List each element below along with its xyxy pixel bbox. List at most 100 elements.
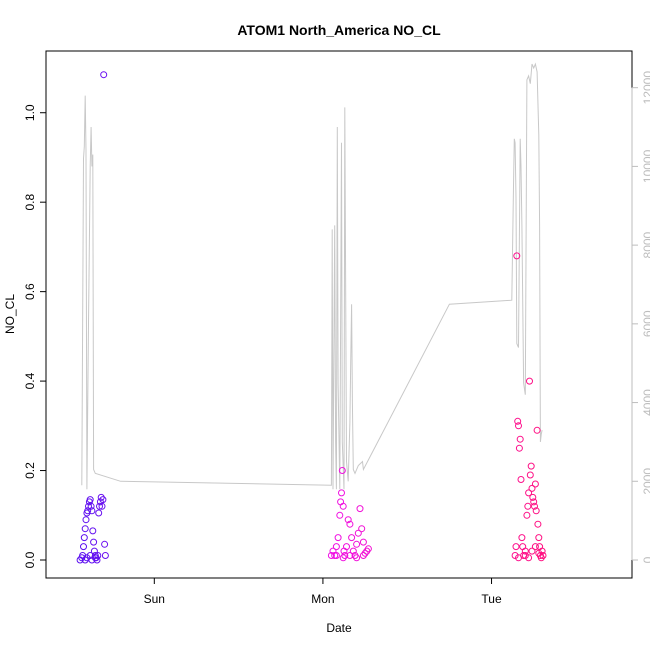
data-point (513, 252, 521, 260)
data-point (533, 426, 541, 434)
data-point (85, 502, 92, 510)
data-point (334, 534, 342, 542)
data-point (525, 554, 533, 562)
data-point (91, 554, 99, 562)
y2-tick-label: 12000 (641, 71, 650, 105)
data-point (530, 498, 538, 506)
data-point (526, 471, 534, 479)
y-tick-label: 1.0 (23, 104, 37, 121)
y2-tick-label: 10000 (641, 149, 650, 183)
data-point (516, 435, 524, 443)
chart-title: ATOM1 North_America NO_CL (237, 22, 441, 38)
data-point (95, 509, 103, 517)
y-tick-label: 0.8 (23, 194, 37, 211)
x-axis: Sun Mon Tue (144, 577, 502, 606)
data-point (88, 507, 96, 515)
data-point (514, 417, 522, 425)
data-point (98, 502, 106, 510)
y-axis-label: NO_CL (3, 294, 17, 334)
data-point (358, 525, 366, 533)
data-point (100, 71, 108, 79)
data-point (90, 547, 98, 555)
data-point (528, 547, 536, 555)
secondary-line-path (81, 62, 543, 490)
data-point (515, 554, 522, 562)
data-point (90, 538, 98, 546)
data-point (531, 480, 539, 488)
y-tick-label: 0.2 (23, 462, 37, 479)
data-point (84, 507, 92, 515)
data-point (338, 467, 346, 474)
data-point (80, 543, 87, 551)
data-point (327, 552, 335, 559)
data-point (344, 516, 352, 524)
data-point (359, 552, 367, 559)
data-point (532, 507, 540, 515)
data-point (80, 534, 88, 542)
data-point (81, 556, 89, 564)
y2-tick-label: 8000 (641, 231, 650, 258)
data-point (329, 547, 337, 555)
x-axis-label: Date (326, 621, 352, 635)
data-point (528, 484, 536, 492)
data-point (339, 554, 347, 562)
data-point (332, 543, 340, 551)
data-point (82, 516, 90, 524)
y-tick-label: 0.4 (23, 372, 37, 389)
data-point (539, 552, 547, 559)
y-axis-left: 0.0 0.2 0.4 0.6 0.8 1.0 (23, 104, 47, 568)
data-point (99, 496, 107, 504)
data-point (519, 543, 527, 551)
data-point (89, 527, 97, 535)
y2-tick-label: 0 (641, 556, 650, 563)
data-point (531, 502, 538, 510)
data-point (512, 543, 520, 551)
y2-tick-label: 6000 (641, 310, 650, 337)
data-point (523, 511, 531, 519)
x-tick-label: Tue (481, 592, 502, 606)
x-tick-label: Sun (144, 592, 165, 606)
x-tick-label: Mon (311, 592, 334, 606)
data-point (86, 496, 94, 504)
data-point (338, 489, 345, 497)
data-point (524, 502, 532, 510)
data-point (531, 543, 539, 551)
data-point (518, 534, 526, 542)
data-point (515, 444, 523, 452)
data-point (97, 493, 105, 501)
data-point (339, 502, 347, 510)
data-point (526, 377, 533, 385)
data-point (515, 422, 522, 430)
data-point (332, 552, 340, 559)
data-points (76, 71, 547, 564)
data-point (359, 538, 367, 546)
data-point (93, 556, 101, 564)
data-point (353, 540, 361, 548)
data-point (96, 502, 103, 510)
data-point (534, 520, 542, 528)
data-point (81, 525, 89, 533)
data-point (356, 505, 364, 513)
data-point (101, 552, 109, 559)
data-point (525, 489, 533, 497)
data-point (346, 520, 354, 528)
data-point (535, 549, 543, 557)
data-point (353, 554, 361, 562)
data-point (529, 493, 537, 501)
data-point (354, 529, 362, 537)
data-point (346, 552, 354, 559)
y-axis-right: 0 2000 4000 6000 8000 10000 12000 (631, 71, 650, 563)
secondary-series-line (81, 62, 543, 490)
data-point (336, 511, 344, 519)
data-point (87, 502, 95, 510)
data-point (348, 534, 356, 542)
y2-tick-label: 4000 (641, 389, 650, 416)
data-point (521, 547, 529, 555)
data-point (343, 543, 350, 551)
data-point (535, 534, 543, 542)
data-point (527, 462, 535, 470)
y2-tick-label: 2000 (641, 468, 650, 495)
data-point (349, 547, 357, 555)
data-point (364, 545, 372, 553)
